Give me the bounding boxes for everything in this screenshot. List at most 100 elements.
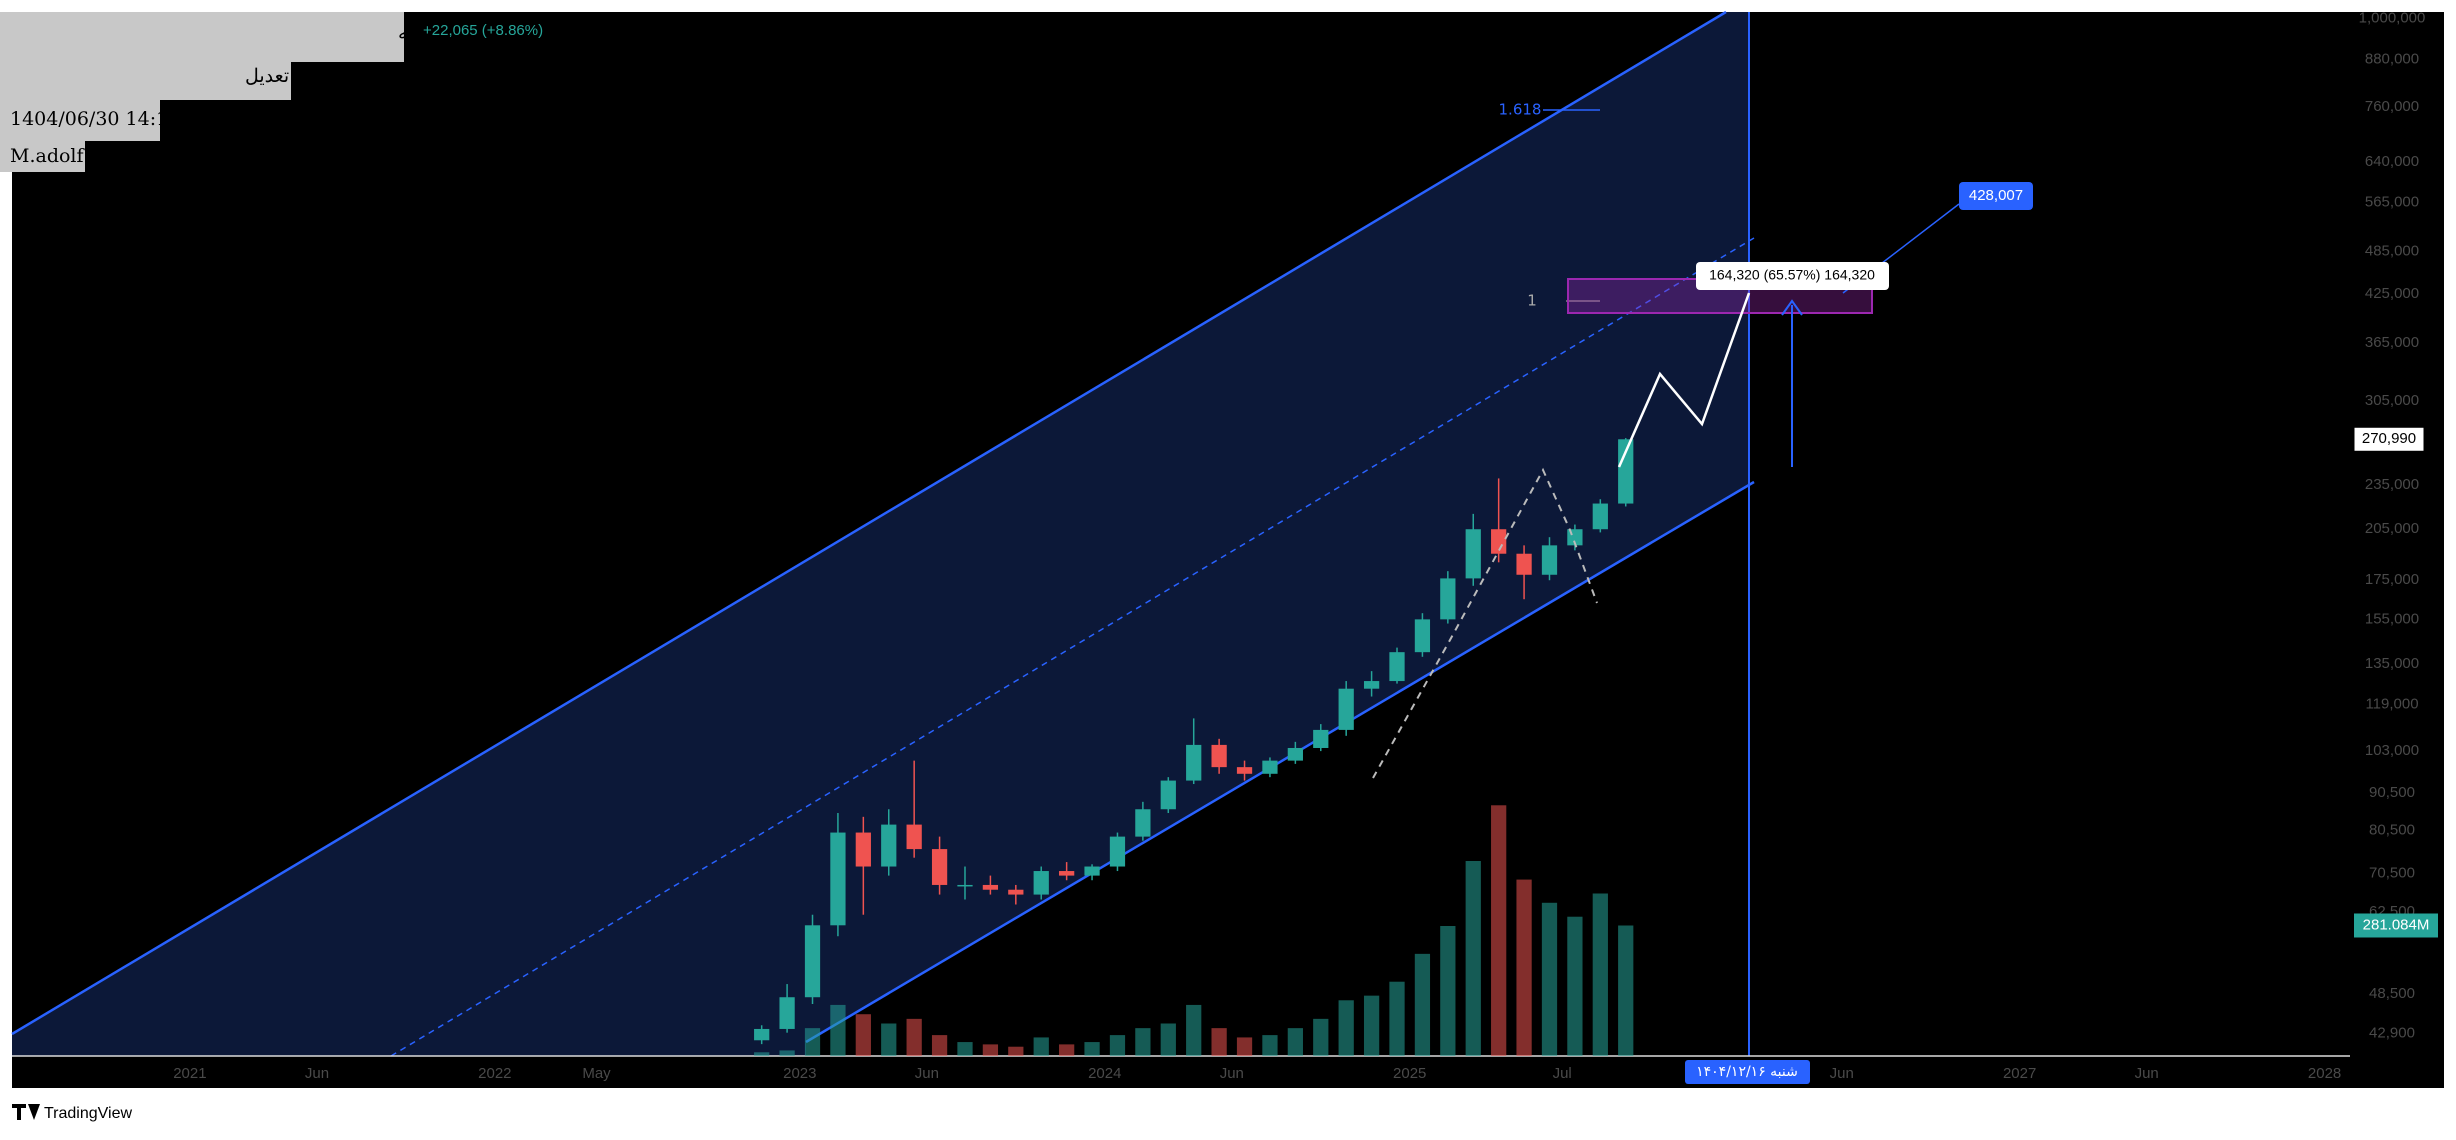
last-price-box bbox=[2353, 426, 2425, 452]
candle-body bbox=[1033, 871, 1049, 895]
volume-bar bbox=[931, 1035, 948, 1056]
candle-body bbox=[830, 832, 846, 926]
y-tick-label: 760,000 bbox=[2365, 98, 2419, 115]
volume-bar bbox=[1287, 1028, 1303, 1056]
y-tick-label: 1,000,000 bbox=[2359, 9, 2426, 26]
volume-bar bbox=[1338, 1000, 1354, 1056]
x-tick-label: Jun bbox=[1220, 1065, 1244, 1082]
x-tick-label: 2021 bbox=[173, 1065, 206, 1082]
candle-body bbox=[1262, 760, 1278, 774]
volume-bar bbox=[1414, 953, 1431, 1056]
last-price-label: 270,990 bbox=[2362, 430, 2416, 447]
volume-bar bbox=[1465, 861, 1481, 1056]
y-tick-label: 119,000 bbox=[2365, 696, 2418, 713]
measure-label: 164,320 (65.57%) 164,320 bbox=[1709, 267, 1875, 283]
candle-body bbox=[1465, 529, 1481, 579]
candle-body bbox=[881, 824, 897, 867]
candle-body bbox=[1389, 652, 1405, 682]
target-box bbox=[1959, 182, 2033, 210]
y-tick-label: 565,000 bbox=[2365, 193, 2419, 210]
volume-bar bbox=[957, 1042, 973, 1056]
y-tick-label: 135,000 bbox=[2365, 655, 2419, 672]
header-box bbox=[0, 141, 85, 172]
volume-bar bbox=[1516, 879, 1532, 1056]
candle-body bbox=[1211, 744, 1227, 768]
volume-bar bbox=[1135, 1028, 1151, 1056]
candle-body bbox=[1414, 619, 1431, 653]
volume-bar bbox=[1363, 995, 1380, 1056]
y-tick-label: 70,500 bbox=[2369, 864, 2415, 881]
y-tick-label: 175,000 bbox=[2365, 571, 2419, 588]
candle-body bbox=[855, 832, 871, 867]
volume-bar bbox=[982, 1044, 999, 1056]
y-tick-label: 90,500 bbox=[2369, 784, 2415, 801]
x-tick-label: 2027 bbox=[2003, 1065, 2036, 1082]
interval: یک هفته / آخرین قیمت / بدون تعدیل bbox=[245, 64, 532, 87]
y-tick-label: 640,000 bbox=[2365, 153, 2419, 170]
y-tick-label: 205,000 bbox=[2365, 520, 2419, 537]
y-tick-label: 80,500 bbox=[2369, 822, 2415, 839]
last-volume-label: 281.084M bbox=[2363, 916, 2430, 933]
x-tick-label: Jul bbox=[1553, 1065, 1572, 1082]
candle-body bbox=[1440, 578, 1456, 620]
x-tick-label: 2022 bbox=[478, 1065, 511, 1082]
candle-body bbox=[804, 925, 821, 998]
logo-icon bbox=[12, 1104, 40, 1120]
candle-body bbox=[1186, 744, 1202, 781]
candle-body bbox=[1363, 681, 1380, 689]
datetime: 1404/06/30 14:17 bbox=[10, 108, 180, 130]
candle-body bbox=[1160, 780, 1176, 810]
volume-bar bbox=[1491, 805, 1507, 1056]
y-tick-label: 42,900 bbox=[2369, 1024, 2415, 1041]
volume-bar bbox=[855, 1014, 871, 1056]
y-tick-label: 880,000 bbox=[2365, 51, 2419, 68]
volume-bar bbox=[1008, 1046, 1024, 1056]
volume-bar bbox=[754, 1052, 770, 1056]
header-box bbox=[0, 12, 404, 62]
date-label: ۱۴۰۴/۱۲/۱۶ شنبه bbox=[1696, 1064, 1798, 1080]
y-tick-label: 235,000 bbox=[2365, 476, 2419, 493]
volume-bar bbox=[1160, 1023, 1176, 1056]
channel-upper bbox=[11, 10, 1727, 1036]
header-box bbox=[0, 100, 160, 141]
x-tick-label: Jun bbox=[305, 1065, 329, 1082]
x-tick-label: 2023 bbox=[783, 1065, 816, 1082]
x-tick-label: 2025 bbox=[1393, 1065, 1426, 1082]
volume-bar bbox=[1389, 981, 1405, 1056]
volume-bar bbox=[1541, 902, 1558, 1056]
last-volume-box bbox=[2354, 913, 2438, 938]
volume-bar bbox=[1059, 1044, 1075, 1056]
candle-body bbox=[1592, 503, 1608, 530]
volume-bar bbox=[779, 1050, 795, 1056]
y-tick-label: 48,500 bbox=[2369, 985, 2415, 1002]
candle-body bbox=[1338, 688, 1354, 730]
candle-body bbox=[1491, 529, 1507, 554]
candle-body bbox=[1618, 439, 1634, 504]
x-tick-label: Jun bbox=[2135, 1065, 2159, 1082]
author: M.adolf bbox=[10, 145, 86, 167]
brand: TradingView bbox=[44, 1105, 132, 1122]
volume-bar bbox=[1567, 916, 1583, 1056]
volume-bar bbox=[1186, 1004, 1202, 1056]
change: +22,065 (+8.86%) bbox=[423, 22, 543, 39]
projection-dashed bbox=[1372, 467, 1598, 779]
candle-body bbox=[1541, 545, 1558, 575]
header-box bbox=[0, 62, 291, 100]
candle-body bbox=[1109, 836, 1126, 867]
candle-body bbox=[754, 1028, 770, 1041]
volume-bar bbox=[1084, 1042, 1100, 1056]
y-tick-label: 155,000 bbox=[2365, 610, 2419, 627]
channel-lower bbox=[805, 480, 1755, 1044]
volume-bar bbox=[1440, 926, 1456, 1056]
target-label: 428,007 bbox=[1969, 187, 2023, 204]
volume-bar bbox=[1211, 1028, 1227, 1056]
volume-bar bbox=[1109, 1035, 1126, 1056]
y-tick-label: 305,000 bbox=[2365, 392, 2419, 409]
volume-bar bbox=[804, 1028, 821, 1056]
volume-bar bbox=[830, 1004, 846, 1056]
candle-body bbox=[1059, 871, 1075, 876]
candle-body bbox=[1236, 767, 1253, 774]
x-tick-label: Jun bbox=[1830, 1065, 1854, 1082]
candle-body bbox=[1516, 553, 1532, 575]
